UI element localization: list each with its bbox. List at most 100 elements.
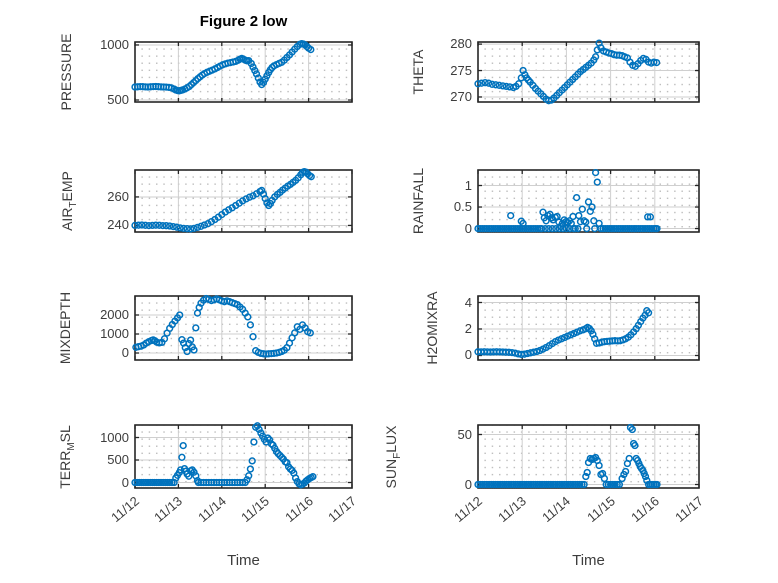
data-marker — [574, 224, 582, 233]
plot-canvas-rainfall — [474, 168, 700, 233]
data-marker — [582, 472, 590, 481]
data-marker — [159, 221, 167, 230]
data-marker — [569, 212, 577, 221]
y-axis-label-terr_msl: TERRMSL — [56, 347, 77, 567]
plot-canvas-pressure — [131, 40, 353, 103]
data-marker — [250, 438, 258, 446]
y-axis-label-text: EMP — [59, 171, 75, 202]
y-tick-label: 2000 — [100, 307, 129, 322]
data-marker — [291, 474, 300, 482]
subplot-theta: 270 275 280 THETA — [410, 37, 700, 105]
axes-box — [134, 424, 353, 489]
data-marker — [247, 59, 255, 68]
data-marker — [179, 441, 187, 450]
subplot-sun-flux: 0 50 SUNFLUX 11/12 11/13 11/14 11/15 11/16 11/17 — [383, 423, 706, 525]
data-marker — [190, 346, 198, 354]
data-marker — [134, 221, 143, 229]
data-marker — [593, 178, 601, 186]
data-marker — [507, 480, 515, 489]
data-marker — [243, 476, 251, 484]
data-marker — [584, 198, 593, 206]
y-tick-label: 0 — [121, 345, 129, 360]
data-marker — [200, 221, 209, 229]
data-marker — [192, 324, 200, 332]
data-marker — [578, 205, 586, 213]
y-tick-label: 50 — [457, 426, 472, 442]
data-marker — [195, 303, 203, 312]
y-tick-label: 280 — [450, 36, 472, 52]
data-marker — [541, 224, 549, 233]
data-marker — [242, 195, 250, 203]
data-marker — [492, 81, 500, 89]
data-marker — [488, 80, 496, 88]
data-marker — [571, 480, 579, 489]
data-marker — [631, 441, 639, 450]
y-tick-label: 240 — [107, 217, 129, 233]
axes-box — [477, 295, 700, 361]
data-marker — [278, 453, 286, 461]
y-tick-label: 1 — [464, 177, 472, 193]
data-marker — [253, 422, 262, 430]
data-marker — [138, 221, 146, 229]
data-marker — [155, 221, 163, 229]
axes-box — [477, 424, 700, 489]
data-marker — [507, 224, 515, 233]
data-marker — [548, 224, 556, 233]
data-marker — [166, 222, 174, 230]
data-marker — [186, 225, 195, 233]
data-marker — [612, 224, 620, 233]
data-marker — [628, 425, 636, 434]
y-tick-label: 4 — [464, 294, 472, 310]
data-marker — [644, 213, 652, 221]
plot-canvas-h2omixra — [474, 295, 700, 361]
data-marker — [583, 468, 591, 477]
y-axis-label-subscript: T — [67, 201, 79, 208]
axes-box — [477, 41, 700, 103]
data-marker — [249, 63, 257, 71]
data-marker — [646, 213, 655, 221]
y-axis-label-h2omixra: H2OMIXRA — [423, 218, 441, 438]
data-marker — [483, 224, 491, 233]
y-axis-label-text: SL — [57, 424, 73, 442]
x-axis-label-right: Time — [572, 552, 605, 569]
data-marker — [190, 468, 198, 476]
data-marker — [197, 222, 205, 230]
data-marker — [193, 223, 202, 232]
data-marker — [148, 221, 157, 230]
data-marker — [173, 223, 181, 231]
y-tick-label: 0 — [464, 347, 472, 363]
y-tick-label: 2 — [464, 320, 472, 336]
y-tick-label: 1000 — [100, 429, 129, 445]
data-marker — [246, 465, 255, 473]
data-marker — [183, 225, 191, 233]
data-marker — [653, 224, 661, 233]
data-marker — [178, 453, 186, 461]
data-marker — [186, 336, 195, 344]
data-marker — [179, 224, 188, 233]
data-marker — [580, 480, 588, 489]
data-marker — [264, 434, 272, 442]
data-marker — [591, 168, 600, 177]
y-tick-label: 0 — [464, 476, 472, 492]
x-axis-label-left: Time — [227, 552, 260, 569]
data-marker — [643, 476, 651, 485]
data-marker — [255, 425, 263, 434]
data-marker — [586, 207, 594, 215]
subplot-rainfall: 0 0.5 1 RAINFALL — [410, 168, 700, 235]
data-marker — [527, 224, 535, 233]
data-marker — [283, 459, 291, 467]
y-tick-label: 500 — [107, 452, 129, 467]
data-marker — [591, 53, 600, 61]
y-tick-label: 1000 — [100, 36, 129, 52]
data-marker — [625, 454, 633, 463]
data-marker — [474, 80, 482, 88]
data-marker — [246, 321, 255, 329]
data-marker — [169, 222, 177, 231]
data-marker — [644, 309, 653, 317]
data-marker — [652, 58, 661, 67]
data-marker — [183, 347, 191, 356]
data-marker — [507, 211, 515, 220]
data-marker — [537, 224, 546, 233]
axes-box — [134, 41, 353, 103]
